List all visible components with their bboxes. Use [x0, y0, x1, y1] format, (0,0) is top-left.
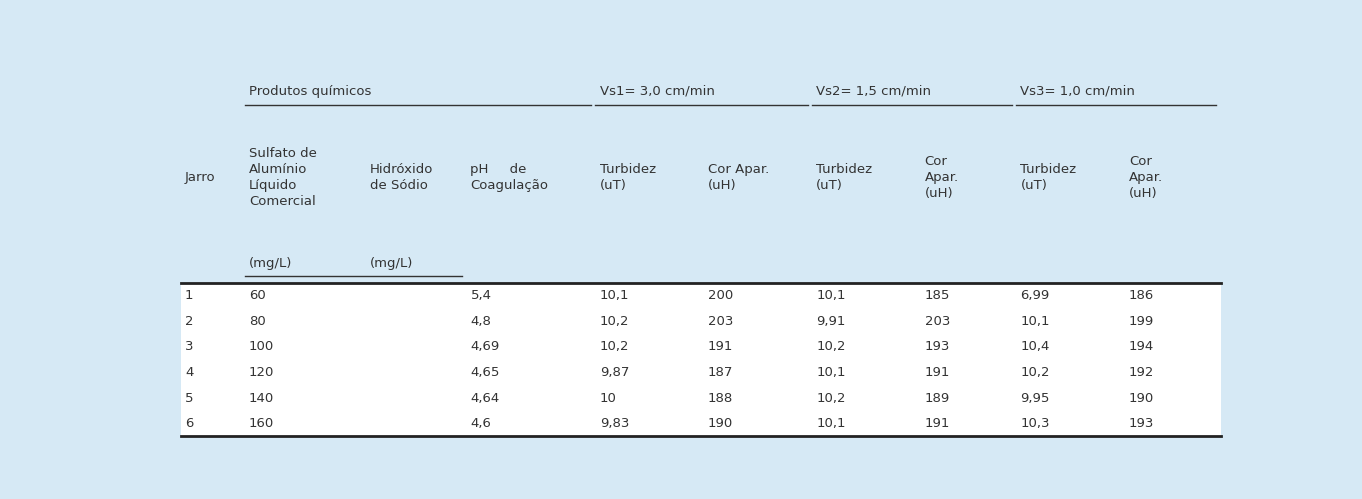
Text: 60: 60 — [249, 289, 266, 302]
Bar — [181, 334, 1220, 360]
Text: Jarro: Jarro — [185, 171, 215, 184]
Text: 120: 120 — [249, 366, 274, 379]
Text: 10,3: 10,3 — [1020, 417, 1050, 430]
Text: 5: 5 — [185, 392, 193, 405]
Text: 191: 191 — [925, 417, 949, 430]
Text: 10,2: 10,2 — [816, 392, 846, 405]
Text: Turbidez
(uT): Turbidez (uT) — [599, 163, 656, 192]
Bar — [181, 411, 1220, 437]
Text: 190: 190 — [708, 417, 733, 430]
Text: 9,87: 9,87 — [599, 366, 629, 379]
Text: Vs2= 1,5 cm/min: Vs2= 1,5 cm/min — [816, 85, 932, 98]
Text: 10,2: 10,2 — [816, 340, 846, 353]
Text: 4,65: 4,65 — [470, 366, 500, 379]
Text: (mg/L): (mg/L) — [249, 256, 293, 269]
Text: 186: 186 — [1129, 289, 1154, 302]
Text: (mg/L): (mg/L) — [369, 256, 413, 269]
Text: 10,1: 10,1 — [816, 289, 846, 302]
Text: 9,95: 9,95 — [1020, 392, 1050, 405]
Text: 187: 187 — [708, 366, 733, 379]
Text: 10,1: 10,1 — [1020, 315, 1050, 328]
Text: 4,69: 4,69 — [470, 340, 500, 353]
Text: 200: 200 — [708, 289, 733, 302]
Text: 190: 190 — [1129, 392, 1154, 405]
Text: 9,91: 9,91 — [816, 315, 846, 328]
Text: 140: 140 — [249, 392, 274, 405]
Bar — [181, 385, 1220, 411]
Text: 10,4: 10,4 — [1020, 340, 1050, 353]
Text: 189: 189 — [925, 392, 949, 405]
Text: 4,64: 4,64 — [470, 392, 500, 405]
Bar — [181, 283, 1220, 309]
Text: 192: 192 — [1129, 366, 1154, 379]
Text: 203: 203 — [708, 315, 733, 328]
Text: 203: 203 — [925, 315, 949, 328]
Text: 188: 188 — [708, 392, 733, 405]
Text: 80: 80 — [249, 315, 266, 328]
Text: Turbidez
(uT): Turbidez (uT) — [816, 163, 873, 192]
Text: 4: 4 — [185, 366, 193, 379]
Bar — [181, 309, 1220, 334]
Text: 3: 3 — [185, 340, 193, 353]
Text: 191: 191 — [708, 340, 733, 353]
Text: Cor Apar.
(uH): Cor Apar. (uH) — [708, 163, 770, 192]
Text: Turbidez
(uT): Turbidez (uT) — [1020, 163, 1076, 192]
Text: 2: 2 — [185, 315, 193, 328]
Text: 193: 193 — [1129, 417, 1154, 430]
Text: 185: 185 — [925, 289, 949, 302]
Text: 194: 194 — [1129, 340, 1154, 353]
Text: 10: 10 — [599, 392, 617, 405]
Text: 191: 191 — [925, 366, 949, 379]
Text: 193: 193 — [925, 340, 949, 353]
Text: pH     de
Coagulação: pH de Coagulação — [470, 163, 549, 192]
Text: Sulfato de
Alumínio
Líquido
Comercial: Sulfato de Alumínio Líquido Comercial — [249, 147, 317, 208]
Text: 5,4: 5,4 — [470, 289, 492, 302]
Text: 160: 160 — [249, 417, 274, 430]
Text: 9,83: 9,83 — [599, 417, 629, 430]
Text: 10,1: 10,1 — [816, 366, 846, 379]
Text: Vs1= 3,0 cm/min: Vs1= 3,0 cm/min — [599, 85, 715, 98]
Text: 6,99: 6,99 — [1020, 289, 1050, 302]
Text: 199: 199 — [1129, 315, 1154, 328]
Bar — [181, 360, 1220, 385]
Text: Produtos químicos: Produtos químicos — [249, 85, 372, 98]
Text: 10,2: 10,2 — [1020, 366, 1050, 379]
Text: Vs3= 1,0 cm/min: Vs3= 1,0 cm/min — [1020, 85, 1136, 98]
Text: 4,6: 4,6 — [470, 417, 492, 430]
Text: Hidróxido
de Sódio: Hidróxido de Sódio — [369, 163, 433, 192]
Text: 10,1: 10,1 — [816, 417, 846, 430]
Text: 10,1: 10,1 — [599, 289, 629, 302]
Text: Cor
Apar.
(uH): Cor Apar. (uH) — [925, 155, 959, 200]
Text: 6: 6 — [185, 417, 193, 430]
Text: 10,2: 10,2 — [599, 315, 629, 328]
Text: 4,8: 4,8 — [470, 315, 492, 328]
Text: 100: 100 — [249, 340, 274, 353]
Text: 1: 1 — [185, 289, 193, 302]
Text: 10,2: 10,2 — [599, 340, 629, 353]
Text: Cor
Apar.
(uH): Cor Apar. (uH) — [1129, 155, 1163, 200]
